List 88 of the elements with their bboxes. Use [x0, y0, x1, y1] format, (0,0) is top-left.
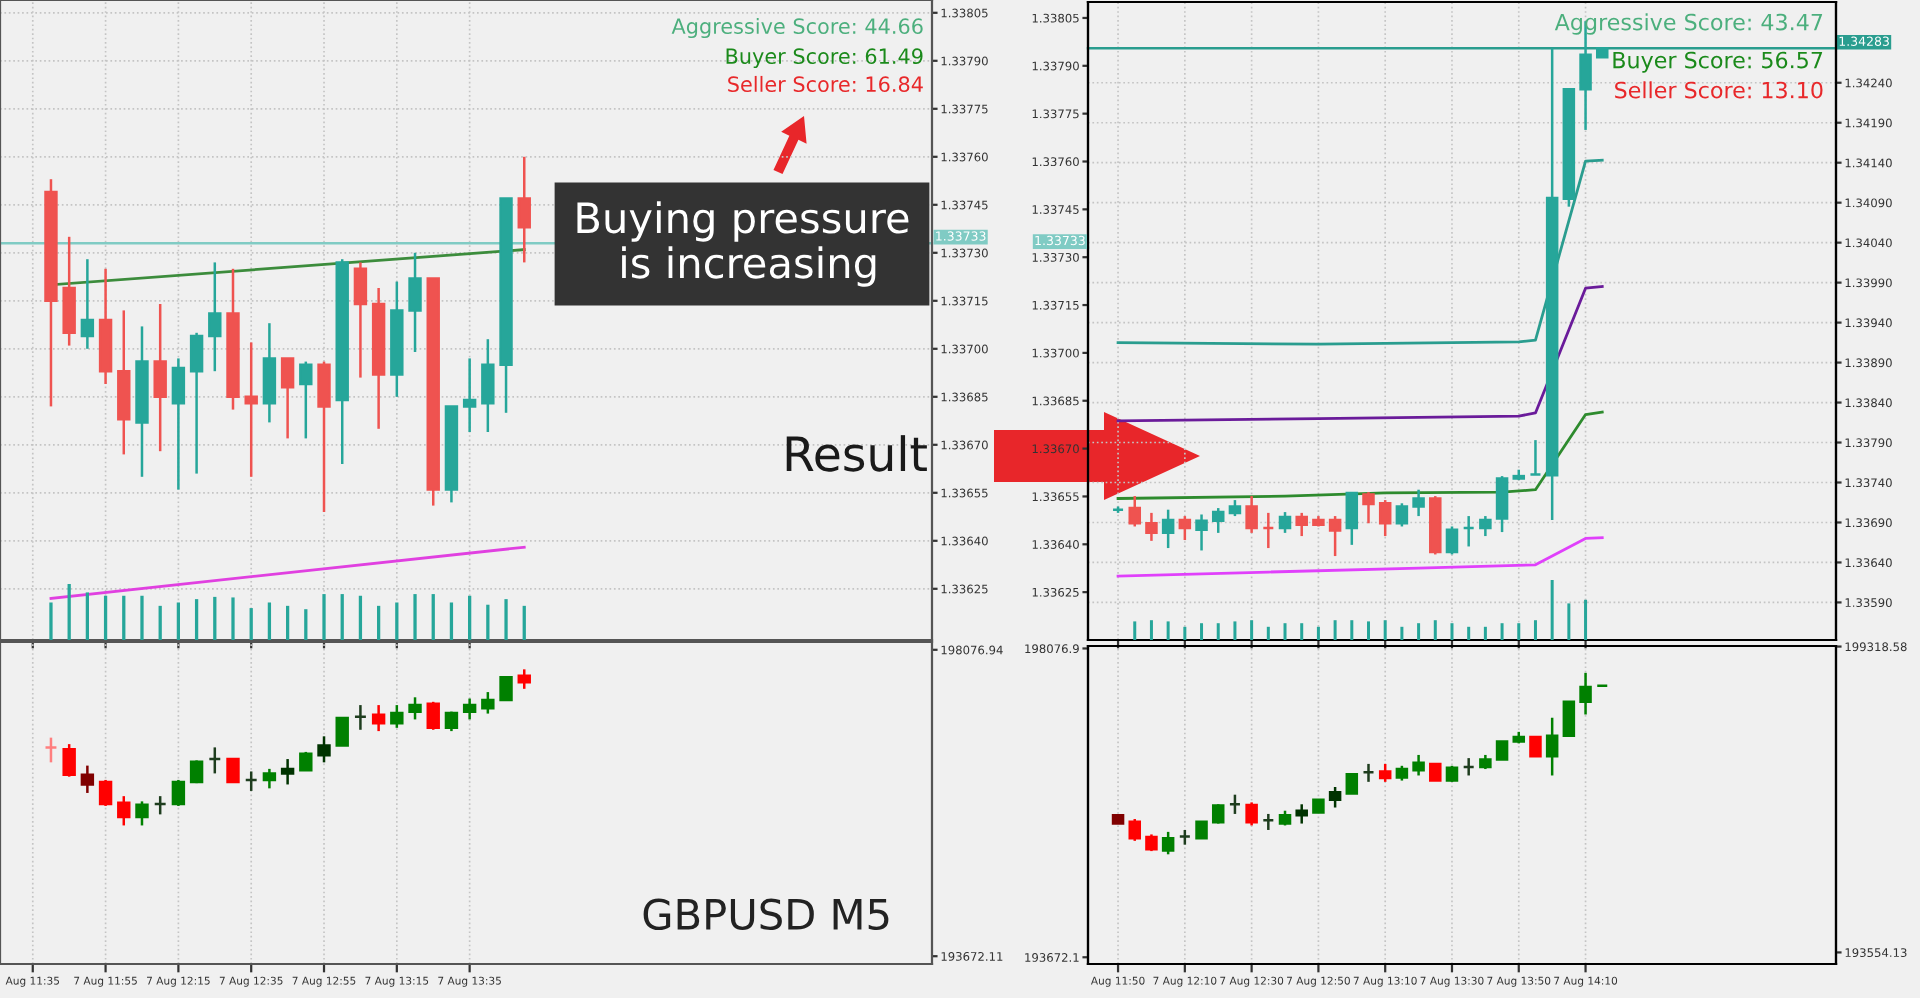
candlestick [153, 302, 167, 453]
candlestick [1479, 514, 1492, 538]
candlestick [208, 746, 222, 775]
candlestick [1295, 511, 1308, 538]
candlestick [1178, 514, 1192, 542]
candlestick [208, 261, 222, 373]
candlestick [1262, 511, 1275, 550]
candlestick [226, 757, 240, 784]
candlestick [1161, 508, 1175, 550]
candlestick [98, 778, 113, 808]
candlestick [1445, 525, 1459, 556]
candlestick [408, 251, 422, 354]
candlestick [1378, 498, 1392, 538]
candlestick [408, 696, 422, 721]
candlestick [353, 261, 368, 379]
candlestick [262, 767, 277, 790]
candlestick [1529, 438, 1542, 476]
candlestick [1545, 716, 1559, 777]
candlestick [1262, 812, 1275, 832]
candlestick [1579, 671, 1592, 716]
candlestick [462, 357, 477, 434]
candlestick [335, 716, 349, 747]
candlestick [62, 235, 76, 347]
candlestick [280, 357, 295, 440]
candlestick [299, 360, 313, 440]
candlestick [299, 750, 313, 772]
candlestick [426, 700, 440, 732]
annotation: Buying pressure is increasing [577, 201, 909, 287]
candlestick [1345, 491, 1359, 547]
candlestick [80, 257, 95, 351]
candlestick [317, 735, 331, 764]
candlestick [62, 742, 76, 778]
candlestick [117, 794, 131, 827]
candlestick [462, 697, 477, 721]
candlestick [1562, 700, 1576, 737]
candlestick [371, 703, 386, 733]
candlestick [1161, 830, 1175, 856]
candlestick [1362, 762, 1375, 784]
candlestick [244, 770, 258, 793]
annotation: Aggressive Score: 43.47 [1554, 13, 1823, 35]
candlestick [1362, 490, 1375, 525]
candlestick [1228, 793, 1242, 816]
annotation: GBPUSD M5 [643, 898, 889, 931]
candlestick [1462, 756, 1475, 777]
candlestick [517, 155, 531, 264]
candlestick [1529, 735, 1542, 758]
candlestick [1395, 502, 1409, 528]
candlestick [1462, 514, 1475, 548]
annotation: Buyer Score: 56.57 [1613, 51, 1823, 73]
candlestick [171, 357, 186, 491]
annotation: Aggressive Score: 44.66 [671, 17, 923, 39]
annotation: Buyer Score: 61.49 [726, 48, 923, 69]
candlestick [244, 341, 258, 479]
candlestick [1128, 494, 1142, 528]
candlestick [44, 736, 58, 764]
candlestick [1211, 803, 1225, 825]
annotation: Result [786, 435, 927, 472]
candlestick [1245, 494, 1258, 535]
candlestick [262, 321, 277, 424]
candlestick [1211, 506, 1225, 535]
candlestick [171, 778, 186, 808]
candlestick [1145, 511, 1158, 543]
annotation: Seller Score: 16.84 [728, 75, 923, 93]
candlestick [1495, 474, 1509, 534]
candlestick [517, 668, 531, 691]
candlestick [1295, 803, 1308, 825]
candlestick [1278, 510, 1292, 535]
candlestick [1328, 785, 1342, 809]
candlestick [1412, 753, 1425, 777]
candlestick [1412, 488, 1425, 518]
candlestick [189, 331, 204, 475]
candlestick [1245, 801, 1258, 827]
candlestick [317, 360, 331, 514]
candlestick [117, 309, 131, 456]
candlestick [1345, 772, 1359, 795]
candlestick [1328, 514, 1342, 558]
candlestick [499, 675, 513, 702]
annotation: Seller Score: 13.10 [1615, 81, 1823, 99]
candlestick [153, 794, 167, 816]
candlestick [135, 800, 149, 827]
candlestick [353, 703, 368, 732]
candlestick [1128, 817, 1142, 843]
candlestick [280, 757, 295, 786]
candlestick [80, 764, 95, 795]
candlestick [481, 690, 495, 715]
candlestick [390, 703, 404, 730]
candlestick [481, 337, 495, 434]
candlestick [1195, 513, 1208, 552]
